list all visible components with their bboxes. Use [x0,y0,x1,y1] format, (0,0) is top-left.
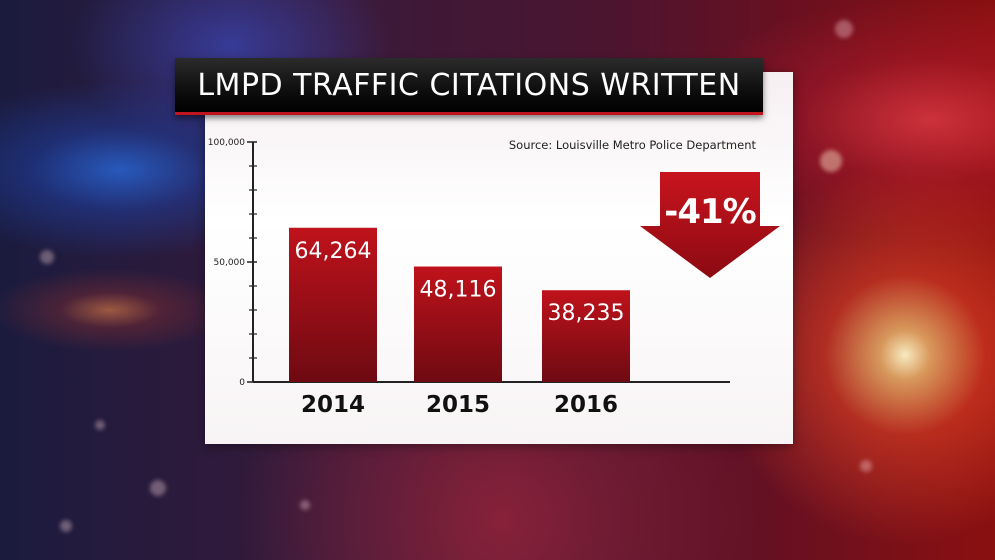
down-arrow-icon [640,172,780,278]
x-tick-label: 2014 [301,392,365,418]
bar-2016 [542,290,630,382]
bokeh-light [835,20,853,38]
data-label: 48,116 [420,278,497,303]
bokeh-light [40,250,54,264]
y-tick-label: 0 [239,378,245,388]
x-tick-label: 2015 [426,392,490,418]
bokeh-light [60,520,72,532]
bokeh-light [95,420,105,430]
percent-change-label: -41% [664,192,757,232]
title-bar: LMPD TRAFFIC CITATIONS WRITTEN [175,58,763,115]
bar-2015 [414,266,502,382]
data-label: 64,264 [295,239,372,264]
y-tick-label: 100,000 [208,138,245,148]
bokeh-light [150,480,166,496]
source-note: Source: Louisville Metro Police Departme… [508,138,756,152]
chart-title: LMPD TRAFFIC CITATIONS WRITTEN [197,67,741,103]
bokeh-light [820,150,842,172]
bar-2014 [289,227,377,382]
x-tick-label: 2016 [554,392,618,418]
bokeh-light [300,500,310,510]
data-label: 38,235 [548,301,625,326]
y-tick-label: 50,000 [214,258,246,268]
bokeh-light [860,460,872,472]
